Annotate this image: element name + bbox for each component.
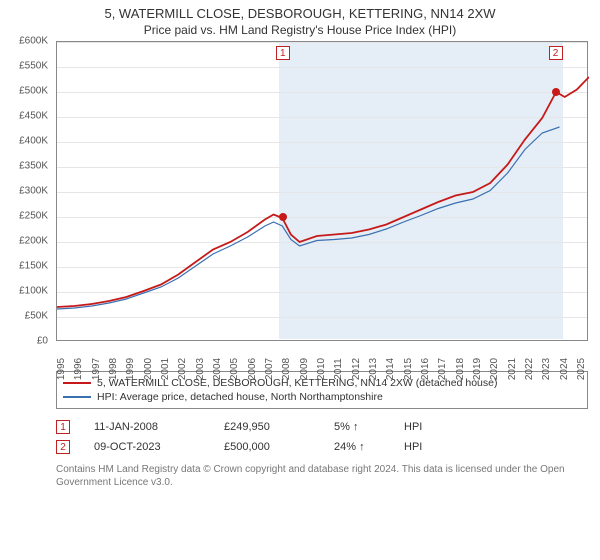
series-line-price_paid xyxy=(57,77,589,307)
y-tick-label: £550K xyxy=(0,60,48,71)
sale-marker-box: 1 xyxy=(276,46,290,60)
y-tick-label: £50K xyxy=(0,310,48,321)
plot-region: 12 xyxy=(56,41,588,341)
x-tick-label: 2008 xyxy=(281,358,292,380)
x-tick-label: 2013 xyxy=(368,358,379,380)
sale-price: £500,000 xyxy=(224,441,324,453)
x-tick-label: 2010 xyxy=(316,358,327,380)
y-tick-label: £600K xyxy=(0,35,48,46)
sale-vs: HPI xyxy=(404,421,464,433)
sale-date: 09-OCT-2023 xyxy=(94,441,214,453)
x-tick-label: 2018 xyxy=(455,358,466,380)
sales-row: 1 11-JAN-2008 £249,950 5% ↑ HPI xyxy=(56,417,588,437)
y-tick-label: £150K xyxy=(0,260,48,271)
sale-pct: 24% ↑ xyxy=(334,441,394,453)
sale-dot xyxy=(279,213,287,221)
x-tick-label: 2003 xyxy=(195,358,206,380)
sales-row: 2 09-OCT-2023 £500,000 24% ↑ HPI xyxy=(56,437,588,457)
x-tick-label: 2015 xyxy=(403,358,414,380)
y-tick-label: £200K xyxy=(0,235,48,246)
x-tick-label: 2022 xyxy=(524,358,535,380)
legend-row: HPI: Average price, detached house, Nort… xyxy=(63,390,581,404)
y-tick-label: £0 xyxy=(0,335,48,346)
attribution: Contains HM Land Registry data © Crown c… xyxy=(56,463,588,489)
line-series-svg xyxy=(57,42,589,342)
sale-dot xyxy=(552,88,560,96)
x-tick-label: 2011 xyxy=(333,358,344,380)
x-tick-label: 2021 xyxy=(507,358,518,380)
sale-pct: 5% ↑ xyxy=(334,421,394,433)
y-tick-label: £500K xyxy=(0,85,48,96)
y-tick-label: £450K xyxy=(0,110,48,121)
x-tick-label: 2020 xyxy=(489,358,500,380)
chart-container: 5, WATERMILL CLOSE, DESBOROUGH, KETTERIN… xyxy=(0,0,600,560)
y-tick-label: £300K xyxy=(0,185,48,196)
page-title: 5, WATERMILL CLOSE, DESBOROUGH, KETTERIN… xyxy=(0,0,600,23)
sale-marker-box: 2 xyxy=(549,46,563,60)
x-tick-label: 2001 xyxy=(160,358,171,380)
legend-swatch xyxy=(63,396,91,398)
x-tick-label: 2017 xyxy=(437,358,448,380)
y-tick-label: £100K xyxy=(0,285,48,296)
x-tick-label: 2009 xyxy=(299,358,310,380)
x-tick-label: 2025 xyxy=(576,358,587,380)
chart-area: £0£50K£100K£150K£200K£250K£300K£350K£400… xyxy=(56,41,588,371)
sale-id-box: 2 xyxy=(56,440,70,454)
x-tick-label: 1996 xyxy=(73,358,84,380)
y-tick-label: £350K xyxy=(0,160,48,171)
x-tick-label: 2007 xyxy=(264,358,275,380)
x-tick-label: 2014 xyxy=(385,358,396,380)
x-tick-label: 1998 xyxy=(108,358,119,380)
x-tick-label: 2002 xyxy=(177,358,188,380)
legend-swatch xyxy=(63,382,91,384)
x-tick-label: 1997 xyxy=(91,358,102,380)
x-tick-label: 2016 xyxy=(420,358,431,380)
sale-vs: HPI xyxy=(404,441,464,453)
x-tick-label: 2012 xyxy=(351,358,362,380)
sales-table: 1 11-JAN-2008 £249,950 5% ↑ HPI 2 09-OCT-2023 £… xyxy=(56,417,588,457)
x-tick-label: 2006 xyxy=(247,358,258,380)
sale-id-box: 1 xyxy=(56,420,70,434)
y-tick-label: £250K xyxy=(0,210,48,221)
sale-price: £249,950 xyxy=(224,421,324,433)
x-tick-label: 1999 xyxy=(125,358,136,380)
y-tick-label: £400K xyxy=(0,135,48,146)
x-tick-label: 2023 xyxy=(541,358,552,380)
legend-label: HPI: Average price, detached house, Nort… xyxy=(97,391,383,403)
x-axis: 1995199619971998199920002001200220032004… xyxy=(56,343,588,371)
series-line-hpi xyxy=(57,127,560,309)
x-tick-label: 2024 xyxy=(559,358,570,380)
sale-date: 11-JAN-2008 xyxy=(94,421,214,433)
x-tick-label: 2019 xyxy=(472,358,483,380)
x-tick-label: 2000 xyxy=(143,358,154,380)
x-tick-label: 2004 xyxy=(212,358,223,380)
x-tick-label: 1995 xyxy=(56,358,67,380)
page-subtitle: Price paid vs. HM Land Registry's House … xyxy=(0,23,600,41)
x-tick-label: 2005 xyxy=(229,358,240,380)
